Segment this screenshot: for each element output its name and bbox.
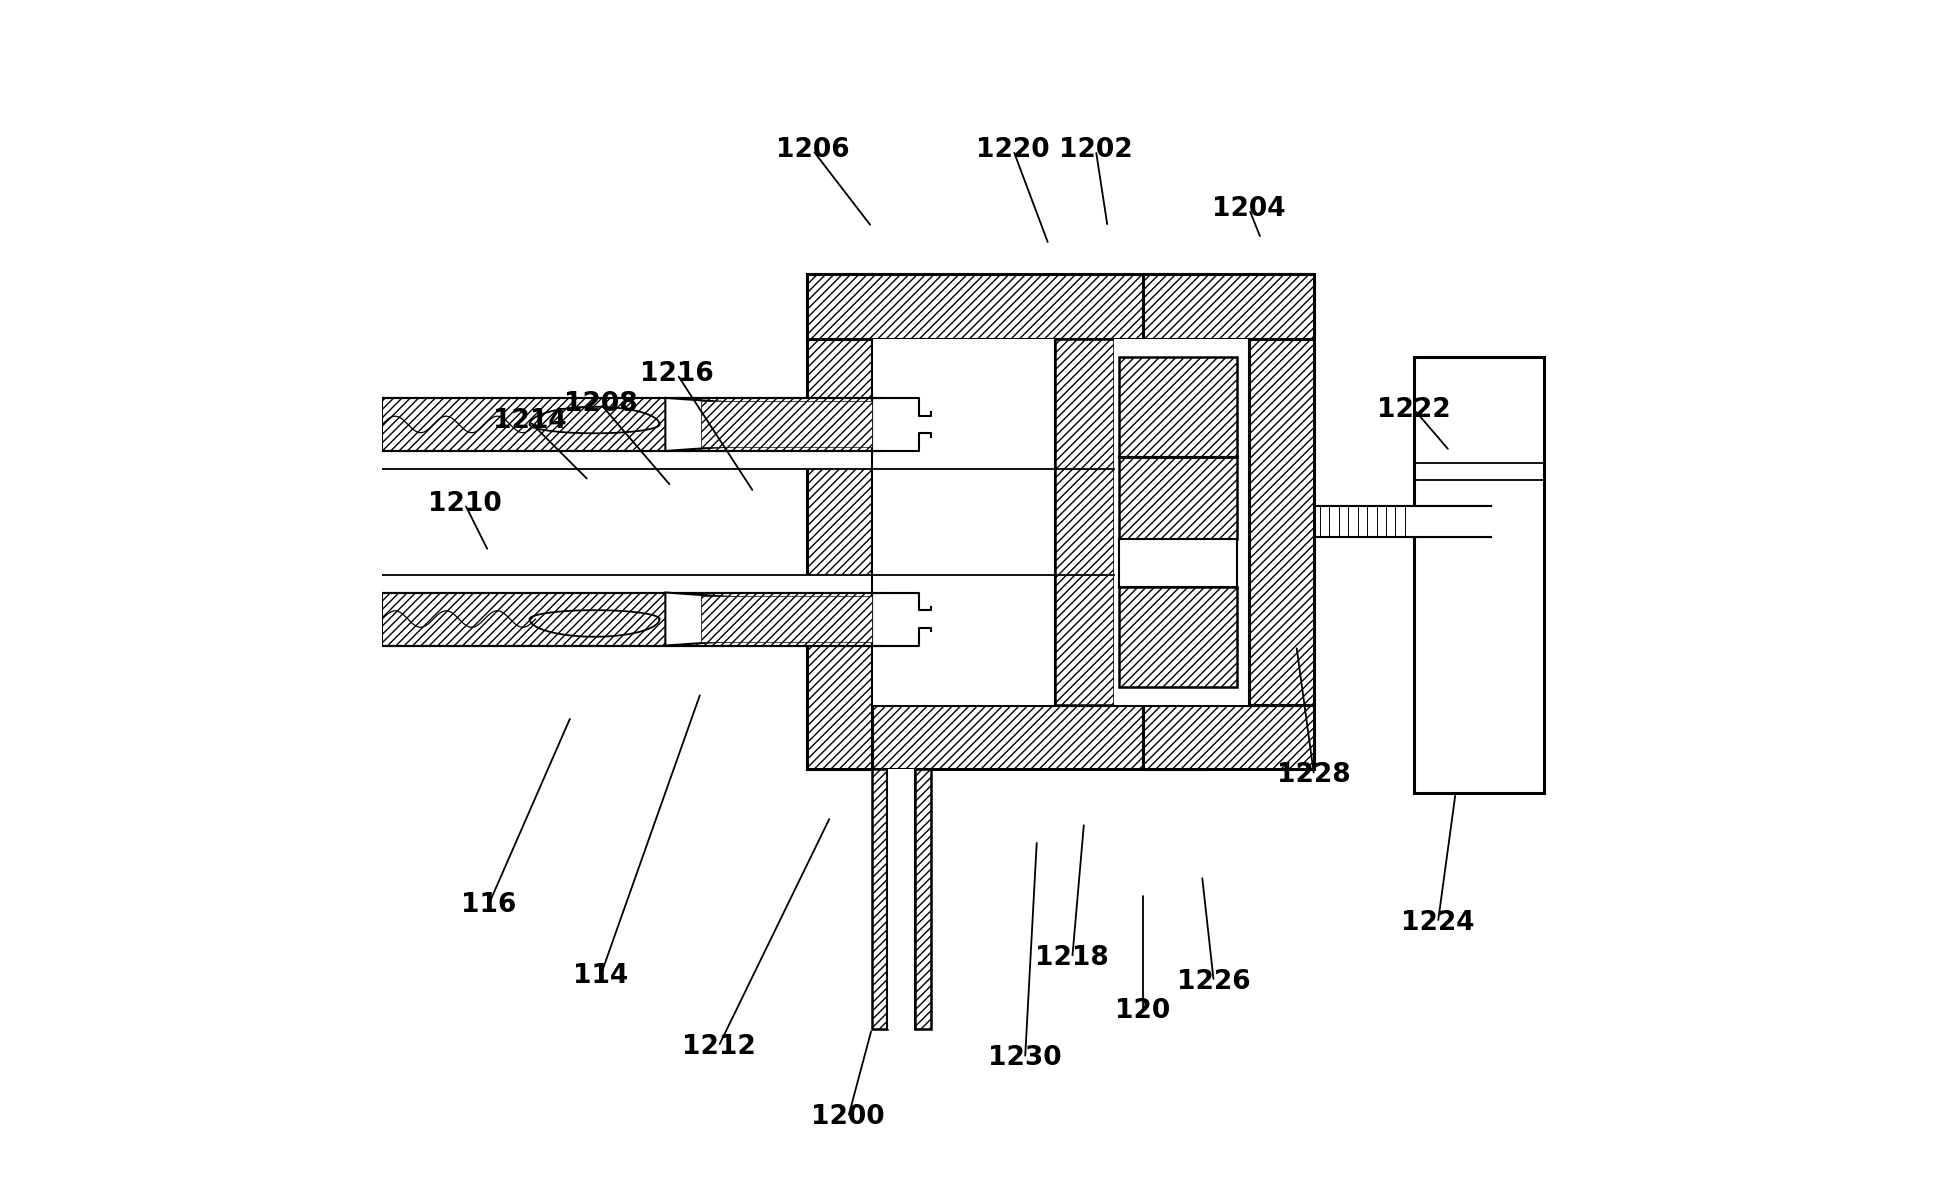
- Bar: [1407, 506, 1491, 537]
- Text: 1202: 1202: [1059, 137, 1133, 164]
- Bar: [871, 769, 886, 1029]
- Bar: [1120, 539, 1238, 587]
- Bar: [807, 274, 871, 769]
- Polygon shape: [665, 592, 871, 646]
- Text: 1228: 1228: [1277, 762, 1351, 788]
- Text: 1220: 1220: [976, 137, 1050, 164]
- Bar: [1120, 457, 1238, 539]
- Text: 1230: 1230: [988, 1045, 1061, 1071]
- Bar: [1120, 587, 1238, 687]
- Text: 1208: 1208: [564, 391, 638, 417]
- Bar: [1415, 357, 1544, 793]
- Text: 1218: 1218: [1036, 946, 1110, 972]
- Text: 1212: 1212: [682, 1033, 756, 1059]
- Text: 1204: 1204: [1213, 197, 1285, 222]
- Bar: [916, 769, 931, 1029]
- Text: 1206: 1206: [776, 137, 850, 164]
- Text: 1222: 1222: [1378, 397, 1450, 423]
- Bar: [1143, 705, 1314, 769]
- Bar: [700, 596, 871, 642]
- Text: 1210: 1210: [428, 491, 502, 517]
- Bar: [886, 769, 916, 1029]
- Bar: [807, 274, 1207, 339]
- Bar: [1250, 274, 1314, 705]
- Bar: [1143, 274, 1314, 339]
- Text: 1200: 1200: [811, 1104, 885, 1130]
- Text: 1216: 1216: [640, 361, 713, 387]
- Bar: [383, 592, 871, 646]
- Bar: [700, 402, 871, 448]
- Polygon shape: [665, 398, 871, 451]
- Text: 1214: 1214: [494, 409, 566, 435]
- Bar: [871, 339, 1054, 705]
- Bar: [383, 451, 871, 468]
- Text: 114: 114: [573, 963, 628, 988]
- Text: 120: 120: [1116, 998, 1170, 1024]
- Text: 116: 116: [461, 892, 515, 918]
- Bar: [1120, 357, 1238, 457]
- Bar: [383, 575, 871, 592]
- Bar: [807, 705, 1207, 769]
- Bar: [1114, 339, 1250, 705]
- Bar: [383, 398, 871, 451]
- Text: 1224: 1224: [1402, 910, 1475, 936]
- Text: 1226: 1226: [1176, 968, 1250, 994]
- Bar: [1054, 339, 1114, 705]
